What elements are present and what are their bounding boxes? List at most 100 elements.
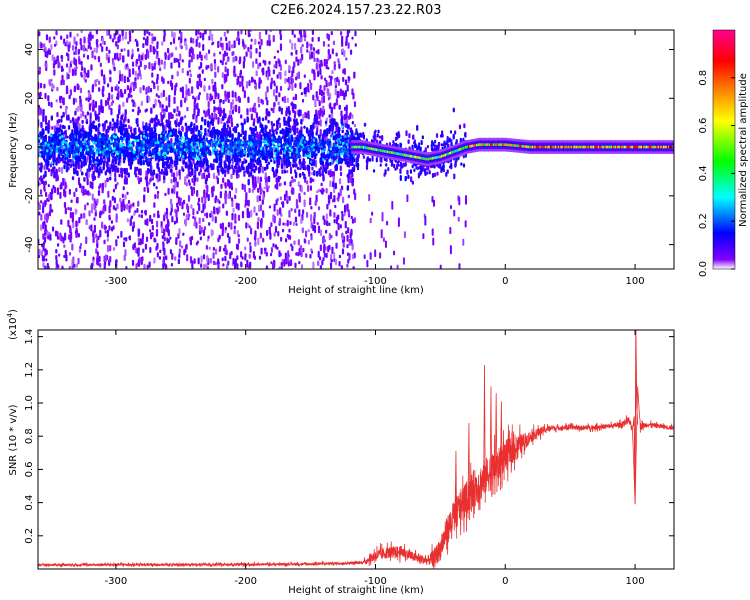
heatmap-cell <box>301 227 304 234</box>
heatmap-cell <box>48 79 51 85</box>
heatmap-cell <box>323 85 326 91</box>
heatmap-cell <box>263 166 267 172</box>
heatmap-cell <box>151 232 154 238</box>
heatmap-cell <box>133 211 136 216</box>
heatmap-cell <box>279 85 283 91</box>
heatmap-cell <box>250 127 254 133</box>
heatmap-cell <box>70 60 73 64</box>
heatmap-cell <box>92 156 95 163</box>
heatmap-cell <box>341 48 345 53</box>
heatmap-cell <box>343 92 346 101</box>
heatmap-cell <box>302 166 305 171</box>
heatmap-cell <box>273 151 277 155</box>
heatmap-cell <box>334 204 337 209</box>
heatmap-cell <box>185 44 188 51</box>
heatmap-cell <box>101 221 104 229</box>
heatmap-cell <box>320 75 323 80</box>
heatmap-cell <box>185 140 188 144</box>
heatmap-cell <box>234 73 237 78</box>
heatmap-cell <box>328 81 331 87</box>
heatmap-cell <box>387 167 390 172</box>
heatmap-cell <box>181 59 184 63</box>
heatmap-cell <box>330 258 333 263</box>
heatmap-cell <box>300 251 303 258</box>
heatmap-cell <box>96 251 99 257</box>
heatmap-cell <box>290 152 294 156</box>
heatmap-cell <box>151 171 155 177</box>
heatmap-cell <box>68 234 71 240</box>
heatmap-cell <box>122 101 125 108</box>
heatmap-cell <box>200 263 203 268</box>
heatmap-cell <box>195 38 198 47</box>
heatmap-cell <box>321 259 324 266</box>
heatmap-cell <box>124 123 127 128</box>
heatmap-cell <box>280 261 283 269</box>
heatmap-cell <box>83 155 87 163</box>
heatmap-cell <box>315 153 318 157</box>
heatmap-cell <box>341 149 344 153</box>
heatmap-cell <box>236 263 239 269</box>
heatmap-cell <box>230 197 234 202</box>
heatmap-cell <box>309 253 312 259</box>
heatmap-cell <box>40 162 43 169</box>
heatmap-cell <box>253 168 256 174</box>
heatmap-cell <box>69 119 72 124</box>
heatmap-cell <box>187 125 191 130</box>
heatmap-cell <box>92 256 95 262</box>
heatmap-cell <box>115 239 118 247</box>
heatmap-cell <box>175 113 178 117</box>
heatmap-cell <box>240 122 243 126</box>
heatmap-cell <box>228 145 231 149</box>
heatmap-cell <box>263 144 267 148</box>
heatmap-cell <box>290 208 293 212</box>
heatmap-cell <box>195 95 198 101</box>
heatmap-cell <box>113 146 116 150</box>
heatmap-cell <box>79 242 83 247</box>
heatmap-cell <box>63 131 66 135</box>
heatmap-cell <box>251 149 254 153</box>
heatmap-cell <box>188 182 191 186</box>
heatmap-cell <box>292 128 295 132</box>
heatmap-cell <box>152 137 156 141</box>
heatmap-cell <box>293 61 296 67</box>
heatmap-cell <box>178 169 181 176</box>
heatmap-cell <box>75 41 78 46</box>
heatmap-cell <box>231 90 234 98</box>
heatmap-cell <box>306 49 309 53</box>
heatmap-cell <box>329 77 333 86</box>
heatmap-cell <box>129 164 132 170</box>
heatmap-cell <box>69 159 72 163</box>
heatmap-cell <box>92 230 95 238</box>
heatmap-cell <box>164 124 167 132</box>
heatmap-cell <box>220 36 223 41</box>
heatmap-cell <box>96 257 99 261</box>
heatmap-cell <box>43 188 46 192</box>
heatmap-cell <box>221 169 224 174</box>
heatmap-cell <box>120 121 123 126</box>
heatmap-cell <box>338 127 341 132</box>
heatmap-cell <box>305 112 308 119</box>
heatmap-cell <box>69 31 72 38</box>
heatmap-cell <box>320 145 323 149</box>
heatmap-cell <box>105 128 108 136</box>
heatmap-cell <box>249 241 252 246</box>
heatmap-cell <box>142 85 145 91</box>
heatmap-cell <box>259 232 262 239</box>
heatmap-cell <box>243 90 246 99</box>
heatmap-cell <box>162 263 165 267</box>
heatmap-cell <box>232 105 236 111</box>
heatmap-cell <box>70 141 73 145</box>
heatmap-cell <box>331 246 334 255</box>
heatmap-cell <box>354 30 357 37</box>
heatmap-cell <box>219 99 222 104</box>
heatmap-cell <box>281 136 284 140</box>
heatmap-cell <box>169 112 173 120</box>
heatmap-cell <box>290 179 293 184</box>
heatmap-cell <box>143 186 146 192</box>
heatmap-cell <box>261 150 264 158</box>
heatmap-cell <box>180 245 184 249</box>
heatmap-cell <box>196 80 199 87</box>
heatmap-cell <box>159 249 162 254</box>
heatmap-cell <box>204 147 207 151</box>
heatmap-cell <box>249 30 252 33</box>
